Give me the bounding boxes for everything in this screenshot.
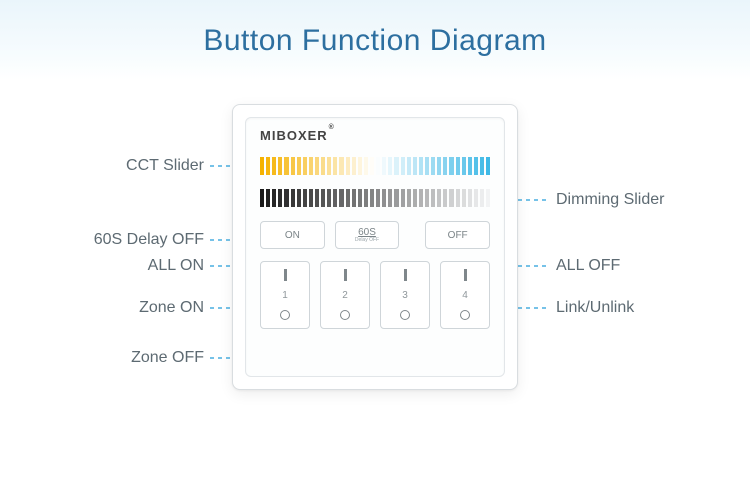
delay-off-button[interactable]: 60S Delay OFF <box>335 221 400 249</box>
zone-on-icon <box>404 269 407 281</box>
zone-4-button[interactable]: 4 <box>440 261 490 329</box>
zone-off-icon <box>460 310 470 320</box>
zone-off-icon <box>400 310 410 320</box>
zone-number: 1 <box>282 290 288 301</box>
label-link-unlink: Link/Unlink <box>556 299 634 317</box>
zone-2-button[interactable]: 2 <box>320 261 370 329</box>
page-title: Button Function Diagram <box>0 24 750 58</box>
brand-logo: MIBOXER® <box>260 128 490 143</box>
label-dimming-slider: Dimming Slider <box>556 191 664 209</box>
trademark-icon: ® <box>329 124 335 131</box>
zone-number: 2 <box>342 290 348 301</box>
cct-slider[interactable] <box>260 157 490 175</box>
label-all-off: ALL OFF <box>556 257 620 275</box>
label-zone-on: Zone ON <box>139 299 204 317</box>
device-panel: MIBOXER® ON 60S Delay OFF OFF 1 <box>232 104 518 390</box>
zone-button-row: 1 2 3 4 <box>260 261 490 329</box>
zone-on-icon <box>284 269 287 281</box>
zone-number: 3 <box>402 290 408 301</box>
off-label: OFF <box>448 230 468 241</box>
zone-off-icon <box>280 310 290 320</box>
s60-sub: Delay OFF <box>355 238 379 244</box>
label-60s-delay: 60S Delay OFF <box>94 231 204 249</box>
zone-off-icon <box>340 310 350 320</box>
label-zone-off: Zone OFF <box>131 349 204 367</box>
zone-on-icon <box>464 269 467 281</box>
all-on-button[interactable]: ON <box>260 221 325 249</box>
zone-1-button[interactable]: 1 <box>260 261 310 329</box>
all-off-button[interactable]: OFF <box>425 221 490 249</box>
label-cct-slider: CCT Slider <box>126 157 204 175</box>
on-label: ON <box>285 230 300 241</box>
dimming-slider[interactable] <box>260 189 490 207</box>
brand-text: MIBOXER <box>260 128 328 143</box>
main-button-row: ON 60S Delay OFF OFF <box>260 221 490 249</box>
zone-3-button[interactable]: 3 <box>380 261 430 329</box>
label-all-on: ALL ON <box>148 257 204 275</box>
zone-number: 4 <box>462 290 468 301</box>
zone-on-icon <box>344 269 347 281</box>
